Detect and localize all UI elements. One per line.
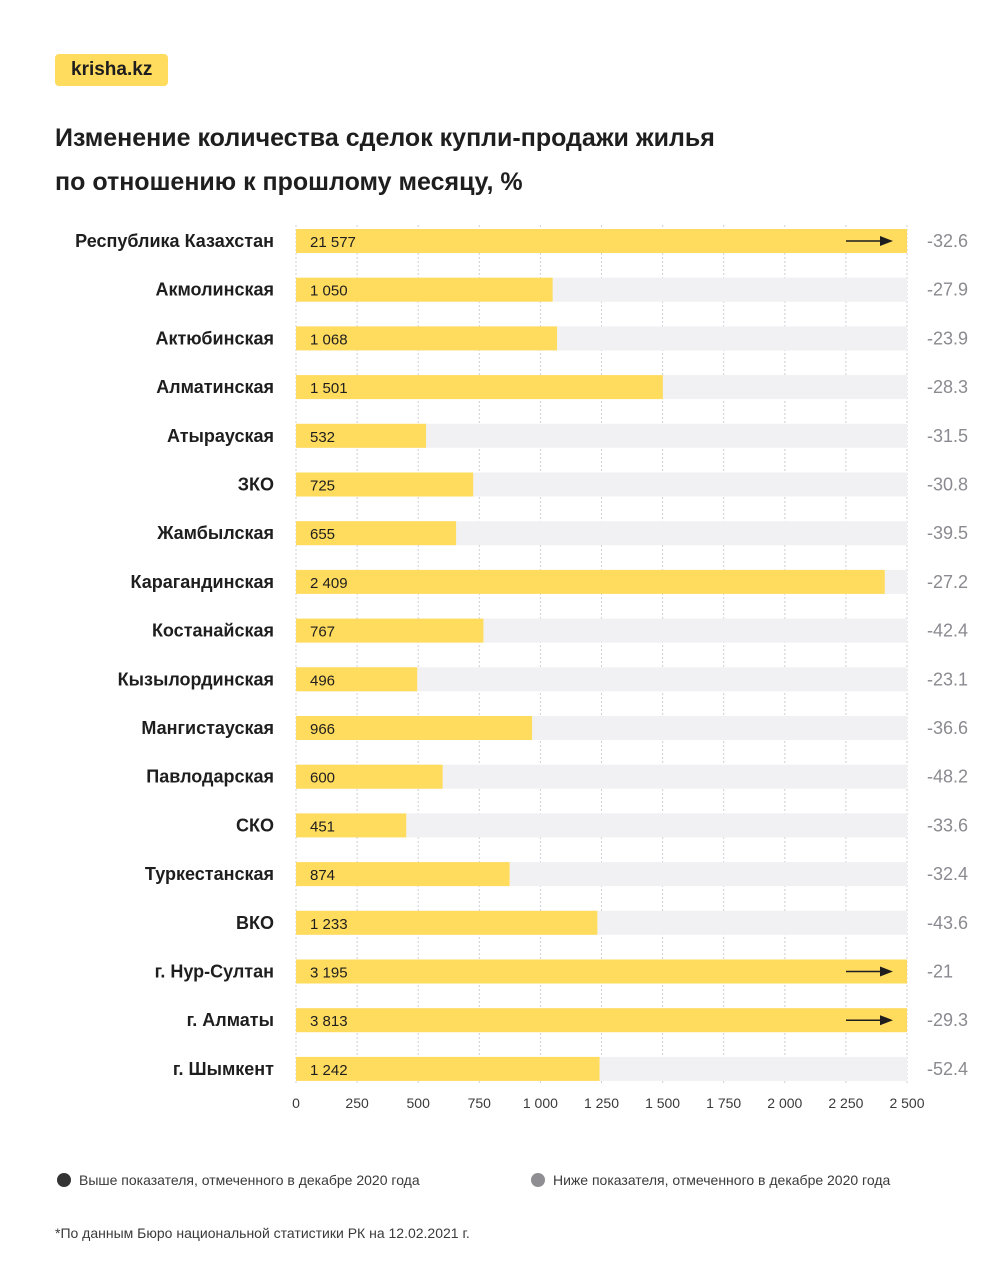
change-pct-label: -42.4 <box>927 621 968 641</box>
change-pct-label: -48.2 <box>927 767 968 787</box>
change-pct-label: -28.3 <box>927 377 968 397</box>
bar-value-label: 496 <box>310 672 335 689</box>
change-pct-label: -32.4 <box>927 864 968 884</box>
category-label: Акмолинская <box>155 280 274 300</box>
bar-value-label: 1 050 <box>310 283 348 300</box>
category-label: г. Алматы <box>187 1010 274 1030</box>
x-tick-label: 2 000 <box>767 1095 802 1111</box>
footnote: *По данным Бюро национальной статистики … <box>55 1225 470 1241</box>
bar-value-label: 1 068 <box>310 331 348 348</box>
bar-value-label: 767 <box>310 624 335 641</box>
bar <box>296 277 553 302</box>
x-tick-label: 250 <box>345 1095 369 1111</box>
bar <box>296 229 907 253</box>
bar-value-label: 21 577 <box>310 234 356 251</box>
change-pct-label: -29.3 <box>927 1010 968 1030</box>
change-pct-label: -39.5 <box>927 523 968 543</box>
bar <box>296 326 558 351</box>
bar <box>296 764 443 789</box>
change-pct-label: -32.6 <box>927 231 968 251</box>
chart-title: Изменение количества сделок купли-продаж… <box>55 116 715 204</box>
category-label: Актюбинская <box>155 328 274 348</box>
bar-value-label: 966 <box>310 721 335 738</box>
chart-title-line-2: по отношению к прошлому месяцу, % <box>55 168 523 196</box>
change-pct-label: -23.9 <box>927 328 968 348</box>
change-pct-label: -27.2 <box>927 572 968 592</box>
change-pct-label: -21 <box>927 962 953 982</box>
change-pct-label: -52.4 <box>927 1059 968 1079</box>
x-tick-label: 2 250 <box>828 1095 863 1111</box>
x-tick-label: 1 750 <box>706 1095 741 1111</box>
category-label: ЗКО <box>238 475 274 495</box>
bar-value-label: 2 409 <box>310 575 348 592</box>
bar <box>296 423 427 448</box>
x-tick-label: 1 250 <box>584 1095 619 1111</box>
legend-item-above: Выше показателя, отмеченного в декабре 2… <box>57 1172 420 1188</box>
category-label: Туркестанская <box>145 864 274 884</box>
x-tick-label: 2 500 <box>889 1095 924 1111</box>
legend-item-below: Ниже показателя, отмеченного в декабре 2… <box>531 1172 890 1188</box>
bar <box>296 521 457 546</box>
overflow-arrowhead-icon <box>880 966 893 977</box>
x-tick-label: 1 000 <box>523 1095 558 1111</box>
category-label: Республика Казахстан <box>75 231 274 251</box>
category-label: Жамбылская <box>156 523 274 543</box>
bar <box>296 1008 907 1033</box>
overflow-arrowhead-icon <box>880 1015 893 1026</box>
category-label: г. Нур-Султан <box>155 962 274 982</box>
legend-label-above: Выше показателя, отмеченного в декабре 2… <box>79 1172 420 1188</box>
bar-value-label: 451 <box>310 818 335 835</box>
category-label: Кызылординская <box>118 669 274 689</box>
bar-value-label: 655 <box>310 526 335 543</box>
change-pct-label: -30.8 <box>927 475 968 495</box>
category-label: г. Шымкент <box>173 1059 274 1079</box>
change-pct-label: -33.6 <box>927 815 968 835</box>
bar <box>296 618 484 643</box>
brand-logo: krisha.kz <box>55 54 169 86</box>
category-label: Атырауская <box>167 426 274 446</box>
legend-dot-below-icon <box>531 1173 545 1187</box>
change-pct-label: -36.6 <box>927 718 968 738</box>
category-label: Мангистауская <box>141 718 274 738</box>
bar <box>296 716 533 740</box>
category-label: СКО <box>236 815 274 835</box>
legend-dot-above-icon <box>57 1173 71 1187</box>
bar <box>296 959 907 984</box>
bar <box>296 813 407 838</box>
x-tick-label: 0 <box>292 1095 300 1111</box>
bar-value-label: 725 <box>310 478 335 495</box>
bar <box>296 667 418 692</box>
change-pct-label: -31.5 <box>927 426 968 446</box>
x-tick-label: 750 <box>468 1095 492 1111</box>
category-label: Алматинская <box>156 377 274 397</box>
bar <box>296 862 510 887</box>
bar-value-label: 3 813 <box>310 1013 348 1030</box>
bar <box>296 910 598 935</box>
x-tick-label: 1 500 <box>645 1095 680 1111</box>
bar-chart: 0 250 500 750 1 000 1 250 1 500 1 750 2 000 2 250… <box>75 225 968 1111</box>
legend-label-below: Ниже показателя, отмеченного в декабре 2… <box>553 1172 891 1188</box>
bar-value-label: 3 195 <box>310 965 348 982</box>
chart-title-line-1: Изменение количества сделок купли-продаж… <box>55 124 715 152</box>
overflow-arrowhead-icon <box>880 236 893 246</box>
bar-value-label: 1 501 <box>310 380 348 397</box>
category-label: Костанайская <box>152 621 274 641</box>
bar-value-label: 600 <box>310 770 335 787</box>
bar-value-label: 874 <box>310 867 335 884</box>
bar <box>296 569 885 594</box>
x-tick-label: 500 <box>407 1095 431 1111</box>
change-pct-label: -23.1 <box>927 669 968 689</box>
category-label: Карагандинская <box>131 572 275 592</box>
bar <box>296 472 474 497</box>
bar-value-label: 1 233 <box>310 916 348 933</box>
bar-value-label: 532 <box>310 429 335 446</box>
change-pct-label: -27.9 <box>927 280 968 300</box>
bar <box>296 375 663 400</box>
bar <box>296 1056 600 1081</box>
category-label: ВКО <box>236 913 274 933</box>
bar-value-label: 1 242 <box>310 1062 348 1079</box>
category-label: Павлодарская <box>146 767 274 787</box>
change-pct-label: -43.6 <box>927 913 968 933</box>
